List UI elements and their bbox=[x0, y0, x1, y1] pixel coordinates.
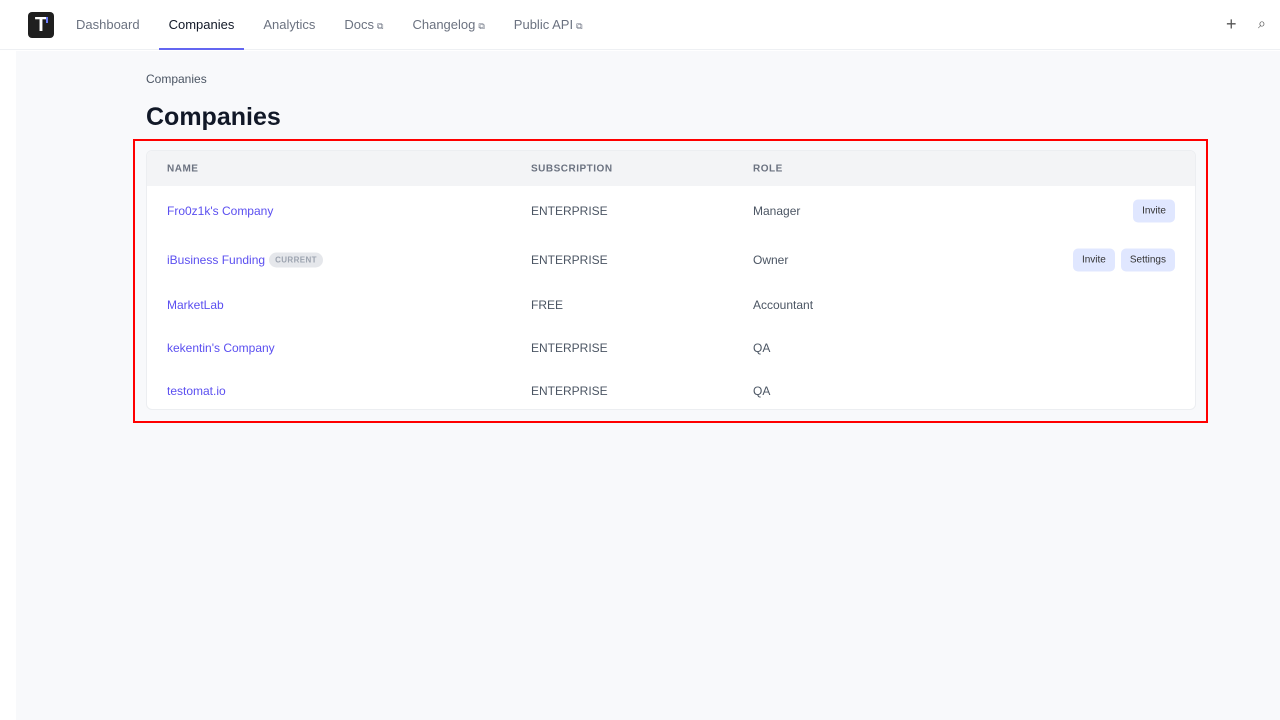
external-link-icon: ⧉ bbox=[377, 21, 384, 31]
name-cell: kekentin's Company bbox=[167, 341, 275, 355]
company-link[interactable]: kekentin's Company bbox=[167, 340, 275, 355]
role-cell: Owner bbox=[753, 252, 789, 267]
tab-analytics[interactable]: Analytics bbox=[253, 0, 325, 50]
tab-label: Companies bbox=[168, 17, 235, 32]
role-cell: QA bbox=[753, 340, 771, 355]
tab-label: Changelog bbox=[412, 17, 476, 32]
external-link-icon: ⧉ bbox=[478, 21, 485, 31]
company-link[interactable]: Fro0z1k's Company bbox=[167, 203, 274, 218]
feed-icon[interactable]: ⌕ bbox=[1258, 15, 1266, 31]
external-link-icon: ⧉ bbox=[576, 21, 583, 31]
name-cell: MarketLab bbox=[167, 298, 224, 312]
table-row: Fro0z1k's Company ENTERPRISE Manager Invit… bbox=[147, 186, 1195, 235]
invite-button[interactable]: Invite bbox=[1133, 199, 1175, 222]
tab-docs[interactable]: Docs ⧉ bbox=[334, 0, 393, 50]
tab-public-api[interactable]: Public API ⧉ bbox=[504, 0, 593, 50]
company-link[interactable]: MarketLab bbox=[167, 298, 224, 312]
tab-label: Analytics bbox=[263, 17, 316, 32]
name-cell: testomat.io bbox=[167, 384, 226, 398]
settings-button[interactable]: Settings bbox=[1120, 248, 1175, 271]
nav-tabs: Dashboard Companies Analytics Docs ⧉ Changelo… bbox=[66, 0, 602, 50]
subscription-cell: ENTERPRISE bbox=[531, 383, 608, 398]
page-title: Companies bbox=[146, 103, 281, 131]
tab-label: Docs bbox=[344, 17, 375, 32]
subscription-cell: FREE bbox=[531, 298, 564, 312]
tab-label: Public API bbox=[513, 17, 574, 32]
tab-changelog[interactable]: Changelog ⧉ bbox=[402, 0, 494, 50]
header-role: ROLE bbox=[753, 163, 783, 174]
main-content: Companies Companies NAME SUBSCRIPTION RO… bbox=[16, 51, 1280, 720]
subscription-cell: ENTERPRISE bbox=[531, 203, 608, 218]
role-cell: Manager bbox=[753, 203, 801, 218]
table-row: MarketLab FREE Accountant bbox=[147, 284, 1195, 326]
subscription-cell: ENTERPRISE bbox=[531, 252, 608, 267]
current-badge: CURRENT bbox=[269, 252, 323, 267]
name-cell: iBusiness Funding CURRENT bbox=[167, 252, 323, 267]
breadcrumb[interactable]: Companies bbox=[146, 72, 207, 86]
logo[interactable]: T bbox=[28, 12, 54, 38]
company-link[interactable]: testomat.io bbox=[167, 383, 226, 398]
role-cell: Accountant bbox=[753, 298, 814, 312]
subscription-cell: ENTERPRISE bbox=[531, 340, 608, 355]
name-cell: Fro0z1k's Company bbox=[167, 204, 273, 218]
tab-companies[interactable]: Companies bbox=[158, 0, 245, 50]
table-row: testomat.io ENTERPRISE QA bbox=[147, 369, 1195, 409]
plus-icon[interactable]: + bbox=[1226, 14, 1237, 34]
header-name: NAME bbox=[167, 163, 199, 174]
table-header: NAME SUBSCRIPTION ROLE bbox=[147, 151, 1195, 186]
companies-table: NAME SUBSCRIPTION ROLE Fro0z1k's Company… bbox=[146, 150, 1196, 410]
company-link[interactable]: iBusiness Funding bbox=[167, 252, 266, 267]
top-nav: T Dashboard Companies Analytics Docs ⧉ Change… bbox=[0, 0, 1280, 50]
role-cell: QA bbox=[753, 383, 771, 398]
table-row: iBusiness Funding CURRENT ENTERPRISE Owner… bbox=[147, 235, 1195, 284]
tab-label: Dashboard bbox=[76, 17, 140, 32]
header-subscription: SUBSCRIPTION bbox=[531, 163, 613, 174]
table-row: kekentin's Company ENTERPRISE QA bbox=[147, 326, 1195, 369]
invite-button[interactable]: Invite bbox=[1072, 248, 1115, 271]
tab-dashboard[interactable]: Dashboard bbox=[66, 0, 150, 50]
